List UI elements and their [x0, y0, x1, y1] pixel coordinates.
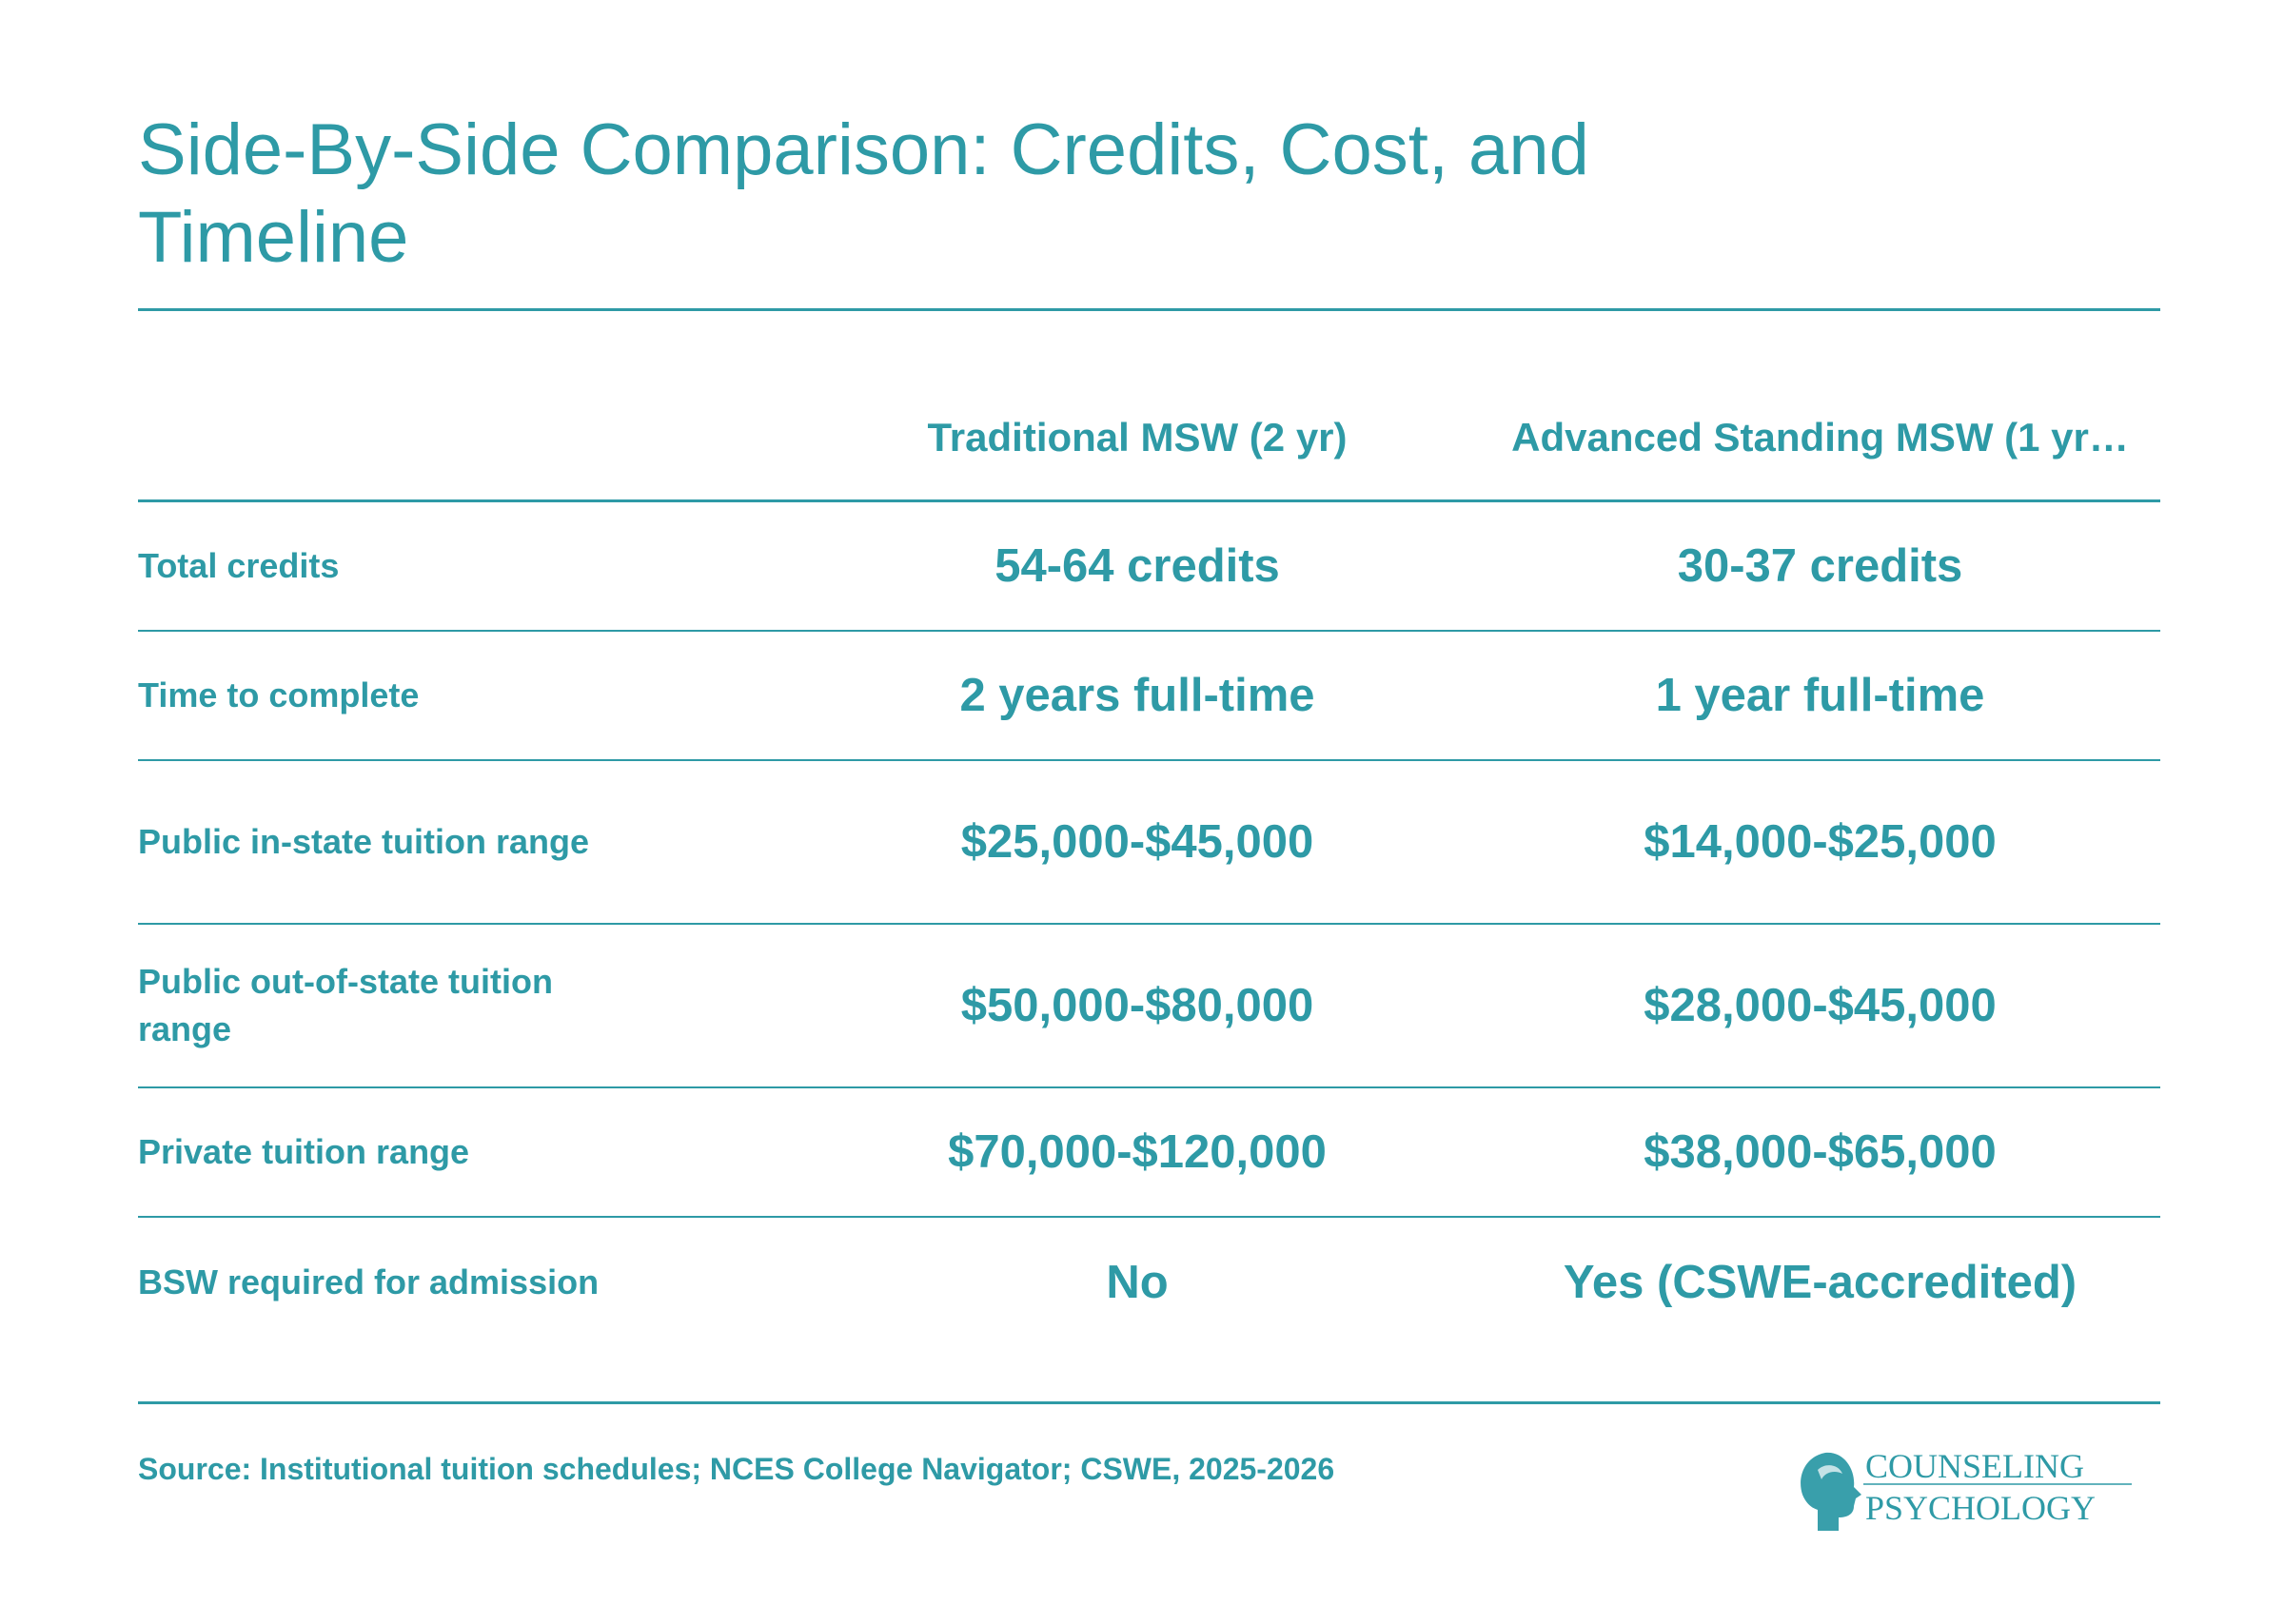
table-cell: 54-64 credits: [795, 500, 1480, 632]
comparison-table: Traditional MSW (2 yr) Advanced Standing…: [138, 376, 2160, 1347]
row-label: Time to complete: [138, 631, 795, 761]
logo-line-2: PSYCHOLOGY: [1865, 1489, 2096, 1527]
column-header-traditional: Traditional MSW (2 yr): [795, 376, 1480, 502]
row-label: Private tuition range: [138, 1087, 795, 1218]
table-cell: No: [1106, 1257, 1169, 1308]
footer-divider: [138, 1401, 2160, 1404]
table-cell: $38,000-$65,000: [1480, 1087, 2160, 1218]
page-title: Side-By-Side Comparison: Credits, Cost, …: [138, 109, 1589, 278]
logo: COUNSELING PSYCHOLOGY: [1797, 1441, 2139, 1536]
table-cell: Yes (CSWE-accredited): [1563, 1257, 2077, 1308]
logo-line-1: COUNSELING: [1865, 1447, 2084, 1485]
table-row: Public in-state tuition range $25,000-$4…: [138, 760, 2160, 925]
table-cell: $70,000-$120,000: [795, 1087, 1480, 1218]
table-cell: 30-37 credits: [1480, 500, 2160, 632]
title-divider: [138, 308, 2160, 311]
row-label: Public in-state tuition range: [138, 760, 795, 925]
table-row: Private tuition range $70,000-$120,000 $…: [138, 1087, 2160, 1218]
table-row: Public out-of-state tuition range $50,00…: [138, 924, 2160, 1088]
table-cell: $14,000-$25,000: [1480, 760, 2160, 925]
table-cell: $25,000-$45,000: [795, 760, 1480, 925]
table-cell: $28,000-$45,000: [1480, 924, 2160, 1088]
column-header-advanced: Advanced Standing MSW (1 yr…: [1480, 376, 2160, 502]
table-header-row: Traditional MSW (2 yr) Advanced Standing…: [138, 376, 2160, 502]
table-row: Time to complete 2 years full-time 1 yea…: [138, 631, 2160, 761]
table-row: BSW required for admission No Yes (CSWE-…: [138, 1217, 2160, 1347]
table-cell: 2 years full-time: [795, 631, 1480, 761]
table-row: Total credits 54-64 credits 30-37 credit…: [138, 500, 2160, 632]
column-header: [138, 376, 795, 502]
head-profile-icon: COUNSELING PSYCHOLOGY: [1801, 1447, 2132, 1531]
table-cell: $50,000-$80,000: [795, 924, 1480, 1088]
row-label: Public out-of-state tuition range: [138, 924, 795, 1088]
row-label: BSW required for admission: [138, 1262, 600, 1301]
source-note: Source: Institutional tuition schedules;…: [138, 1452, 1335, 1486]
row-label: Total credits: [138, 500, 795, 632]
table-cell: 1 year full-time: [1480, 631, 2160, 761]
